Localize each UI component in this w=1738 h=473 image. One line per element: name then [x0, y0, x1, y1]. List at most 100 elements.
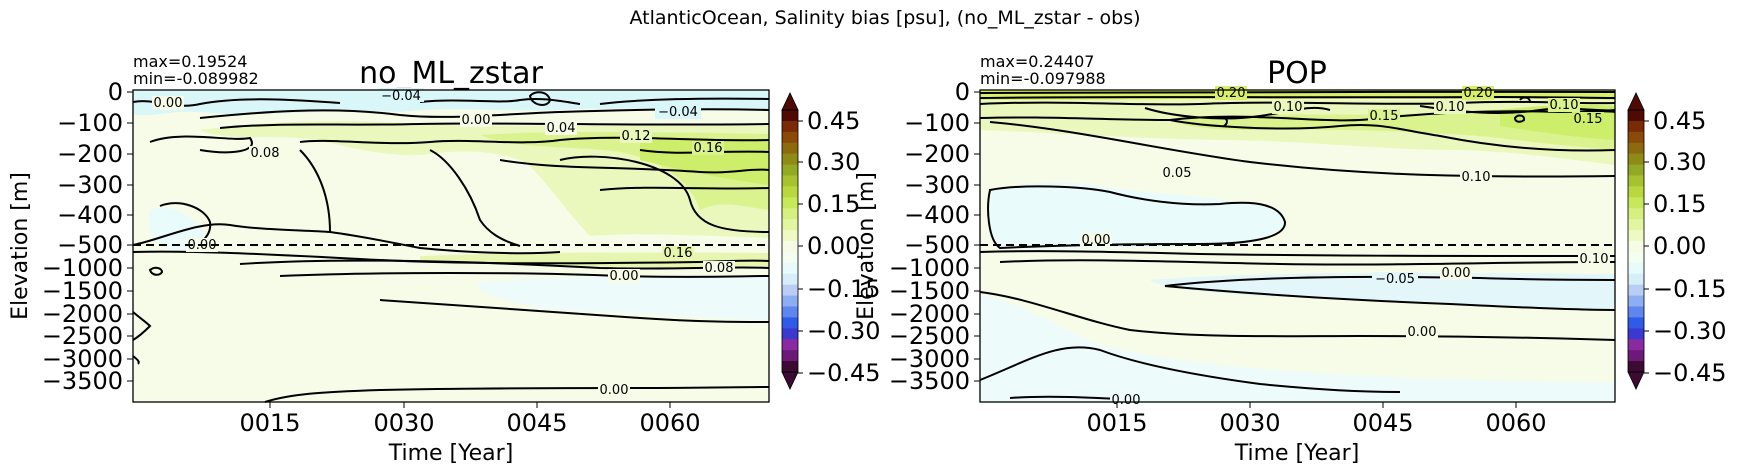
panel1-title: no_ML_zstar — [359, 56, 543, 91]
colorbar-step — [1628, 241, 1644, 253]
svg-text:−300: −300 — [904, 171, 970, 199]
panel-pop: max=0.24407 min=-0.097988 POP — [854, 52, 1727, 466]
svg-text:0.10: 0.10 — [1550, 98, 1579, 113]
panel2-contour-label: 0.20 — [1462, 86, 1494, 101]
colorbar-step — [782, 175, 798, 188]
panel2-colorbar: 0.45 0.30 0.15 0.00 −0.15 −0.30 −0.45 — [1627, 92, 1727, 390]
panel2-y-tick: −100 — [904, 109, 980, 137]
panel1-colorbar-tick: 0.15 — [798, 190, 860, 218]
colorbar-step — [1628, 317, 1644, 329]
panel2-x-axis-label: Time [Year] — [1234, 441, 1360, 466]
panel2-x-tick: 0060 — [1485, 402, 1547, 437]
svg-text:−3500: −3500 — [889, 367, 970, 395]
panel1-x-tick: 0030 — [373, 402, 435, 437]
svg-text:−0.45: −0.45 — [1653, 359, 1727, 387]
panel2-y-axis: 0 −100 −200 −300 −400 −500 −1000 −1500 −… — [889, 78, 980, 395]
svg-text:0060: 0060 — [639, 409, 700, 437]
panel1-contour-labels: 0.00 −0.04 0.00 0.04 −0.04 0.12 0.16 0.0… — [152, 88, 735, 398]
svg-text:0: 0 — [955, 78, 970, 106]
panel2-y-tick: −2000 — [889, 300, 980, 328]
colorbar-step — [782, 164, 798, 177]
svg-text:0.08: 0.08 — [251, 146, 280, 161]
svg-text:−500: −500 — [57, 231, 123, 259]
svg-text:−400: −400 — [57, 201, 123, 229]
panel1-contour-label: 0.04 — [545, 121, 577, 136]
panel1-colorbar-max-arrow — [781, 92, 799, 111]
colorbar-step — [782, 361, 798, 373]
panel2-y-tick: −1500 — [889, 277, 980, 305]
colorbar-step — [1628, 273, 1644, 286]
colorbar-step — [1628, 175, 1644, 188]
colorbar-step — [1628, 197, 1644, 209]
panel2-colorbar-tick: 0.15 — [1644, 190, 1706, 218]
colorbar-step — [782, 131, 798, 144]
svg-text:−400: −400 — [904, 201, 970, 229]
colorbar-step — [782, 142, 798, 155]
panel2-axes-frame — [979, 89, 1616, 403]
svg-text:0.20: 0.20 — [1217, 86, 1246, 101]
svg-text:−0.30: −0.30 — [1653, 317, 1727, 345]
colorbar-step — [782, 306, 798, 319]
svg-text:0030: 0030 — [1219, 409, 1280, 437]
panel1-axes-frame — [132, 89, 770, 403]
panel1-colorbar-tick: −0.30 — [798, 317, 881, 345]
panel2-max-stat: max=0.24407 — [980, 52, 1094, 71]
colorbar-step — [782, 339, 798, 351]
colorbar-step — [782, 230, 798, 242]
colorbar-step — [1628, 251, 1644, 264]
colorbar-step — [782, 241, 798, 253]
panel1-colorbar-tick: 0.00 — [798, 232, 860, 260]
panel1-colorbar: 0.45 0.30 0.15 0.00 −0.15 −0.30 −0.45 — [781, 92, 881, 390]
svg-text:0.00: 0.00 — [462, 113, 491, 128]
panel1-contour-label: 0.16 — [692, 141, 724, 156]
panel2-colorbar-frame — [1627, 109, 1645, 373]
svg-text:−300: −300 — [57, 171, 123, 199]
panel1-y-tick: −100 — [57, 109, 133, 137]
panel2-contour-label: 0.00 — [1440, 266, 1472, 281]
svg-text:0.45: 0.45 — [807, 107, 860, 135]
panel2-colorbar-max-arrow — [1627, 92, 1645, 111]
colorbar-step — [782, 153, 798, 166]
colorbar-step — [1628, 120, 1644, 133]
panel1-contour-label: −0.04 — [655, 105, 701, 120]
panel1-y-tick: −3000 — [42, 345, 133, 373]
panel1-y-tick: −2000 — [42, 300, 133, 328]
panel1-colorbar-tick: −0.15 — [798, 275, 881, 303]
svg-text:−0.45: −0.45 — [807, 359, 881, 387]
svg-text:−100: −100 — [904, 109, 970, 137]
svg-text:0.05: 0.05 — [1163, 166, 1192, 181]
panel1-y-tick: −2500 — [42, 322, 133, 350]
colorbar-step — [1628, 295, 1644, 308]
svg-text:0.10: 0.10 — [1580, 252, 1609, 267]
svg-text:0.16: 0.16 — [694, 141, 723, 156]
panel2-contour-label: 0.00 — [1406, 325, 1438, 340]
panel1-y-tick: −400 — [57, 201, 133, 229]
panel1-x-tick: 0060 — [639, 402, 701, 437]
colorbar-step — [1628, 164, 1644, 177]
svg-text:0030: 0030 — [373, 409, 434, 437]
panel1-y-tick: −1500 — [42, 277, 133, 305]
colorbar-step — [1628, 306, 1644, 319]
svg-text:0.12: 0.12 — [622, 129, 651, 144]
panel2-contour-label: 0.10 — [1578, 252, 1610, 267]
svg-text:0.08: 0.08 — [705, 261, 734, 276]
svg-text:−2500: −2500 — [889, 322, 970, 350]
panel1-contour-label: −0.04 — [378, 88, 424, 104]
panel2-y-tick: −500 — [904, 231, 980, 259]
svg-text:−1000: −1000 — [889, 254, 970, 282]
colorbar-step — [1628, 328, 1644, 340]
svg-text:0.20: 0.20 — [1464, 86, 1493, 101]
panel2-y-tick: −2500 — [889, 322, 980, 350]
panel1-contour-label: 0.00 — [460, 113, 492, 128]
panel1-contour-label: 0.00 — [152, 96, 184, 111]
colorbar-step — [1628, 262, 1644, 275]
panel2-y-tick: −300 — [904, 171, 980, 199]
colorbar-step — [1628, 339, 1644, 351]
panel1-y-tick: −500 — [57, 231, 133, 259]
panel2-y-axis-label: Elevation [m] — [854, 172, 879, 320]
svg-text:−3000: −3000 — [889, 345, 970, 373]
svg-text:−0.30: −0.30 — [807, 317, 881, 345]
svg-text:−500: −500 — [904, 231, 970, 259]
panel2-x-tick: 0030 — [1219, 402, 1281, 437]
